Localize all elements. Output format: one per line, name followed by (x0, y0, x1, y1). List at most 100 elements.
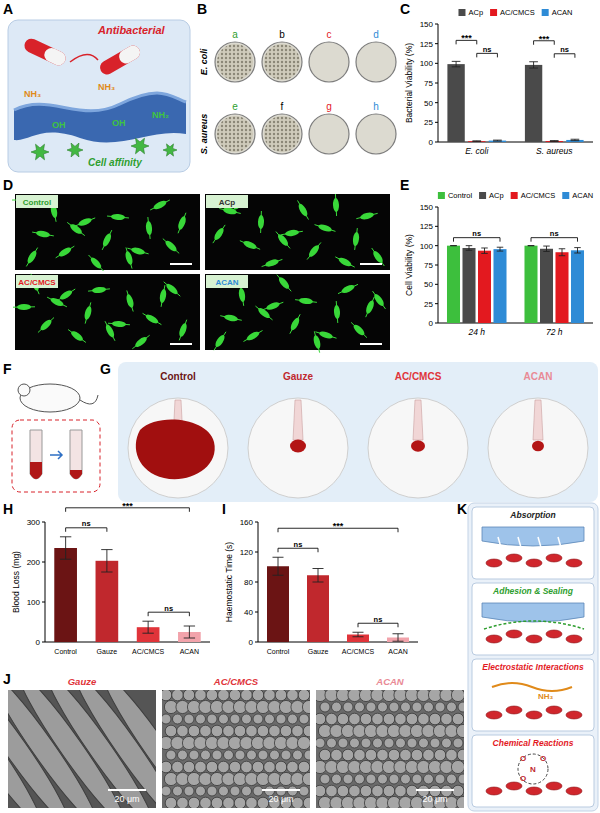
panel-label: J (3, 671, 11, 687)
grain (343, 774, 353, 784)
dish (262, 42, 302, 82)
grain (434, 749, 446, 761)
tick-label: 300 (27, 518, 41, 527)
tick-label: 50 (424, 99, 433, 108)
bar (468, 141, 485, 142)
legend-label: ACAN (552, 8, 573, 17)
grain (355, 702, 365, 712)
error-bar (571, 139, 580, 140)
significance-label: *** (122, 501, 133, 511)
tube (533, 400, 543, 440)
inset-frame (12, 420, 100, 492)
filter-paper (368, 398, 468, 498)
tick (42, 642, 45, 643)
row-label: E. coli (199, 48, 209, 75)
red-blood-cell (506, 782, 522, 790)
grain (189, 750, 199, 760)
bar (571, 250, 584, 323)
grain (349, 713, 361, 725)
dish-label: e (232, 101, 238, 112)
grain (423, 749, 435, 761)
cell-process (107, 216, 129, 218)
tick (435, 265, 438, 266)
error-bar (452, 61, 461, 67)
grain (458, 702, 464, 712)
blood (70, 470, 82, 479)
scale-bar-label: 20 μm (268, 794, 293, 804)
grain (177, 797, 189, 808)
legend-label: AC/CMCS (521, 191, 556, 200)
scale-bar-label: 20 μm (114, 794, 139, 804)
grain (297, 736, 310, 749)
schematic-label: Cell affinity (88, 157, 142, 168)
atom-label: O (520, 754, 526, 763)
tick-label: 75 (424, 79, 433, 88)
grain (172, 761, 184, 773)
tick-label: 125 (420, 40, 434, 49)
red-blood-cell (486, 635, 502, 643)
micrograph (15, 194, 200, 270)
grain (265, 714, 275, 724)
scale-bar (360, 343, 382, 345)
chemical-group: OH (52, 120, 66, 130)
grain (234, 725, 246, 737)
panel-label: G (100, 361, 111, 377)
material (482, 603, 584, 622)
chemical-group: OH (112, 118, 126, 128)
chart: 0255075100125150Cell Viability (%)24 h72… (404, 191, 593, 337)
cell (31, 144, 49, 160)
sample-label: AC/CMCS (395, 371, 442, 382)
sample-label: ACAN (524, 371, 553, 382)
error-bar (481, 248, 488, 253)
grain (355, 774, 365, 784)
cell-process (163, 239, 179, 254)
grain (288, 714, 298, 724)
grain (195, 690, 207, 701)
significance-label: ns (164, 604, 173, 613)
bars (447, 61, 583, 142)
cell-process (220, 316, 242, 321)
cell-process (355, 228, 358, 250)
axis-label: Cell Viability (%) (404, 234, 414, 296)
bacterium-body (97, 43, 142, 77)
grain (212, 750, 222, 760)
grain (162, 690, 172, 701)
tick (435, 102, 438, 103)
grain (201, 750, 211, 760)
dish (262, 114, 302, 154)
tick-label: 25 (424, 118, 433, 127)
red-blood-cell (506, 706, 522, 714)
grain (195, 761, 207, 773)
scale-bar (262, 789, 300, 791)
bar (54, 548, 77, 642)
bar (447, 246, 460, 323)
cell-process (57, 289, 75, 301)
cell-process (219, 209, 240, 214)
grain (316, 785, 326, 797)
red-blood-cell (526, 787, 542, 795)
red-blood-cell (506, 554, 522, 562)
cell-process (260, 211, 262, 233)
grain (177, 725, 189, 737)
scale-bar (108, 789, 146, 791)
bar (462, 248, 475, 323)
grain (257, 797, 269, 808)
cell-process (290, 314, 300, 333)
legend: ACpAC/CMCSACAN (458, 8, 572, 17)
axis-label: Blood Loss (mg) (11, 551, 21, 613)
grain (264, 690, 276, 701)
grain (166, 750, 176, 760)
micrograph (15, 274, 200, 350)
cell (131, 138, 149, 154)
legend-swatch (490, 9, 497, 16)
cell-process (335, 194, 336, 216)
tube (70, 430, 82, 479)
grain (207, 786, 217, 796)
tick (255, 522, 258, 523)
grain (456, 724, 464, 737)
dish-label: h (373, 101, 379, 112)
arrow (50, 451, 62, 459)
bar (566, 140, 583, 142)
cell (352, 323, 366, 337)
bar (546, 141, 563, 142)
